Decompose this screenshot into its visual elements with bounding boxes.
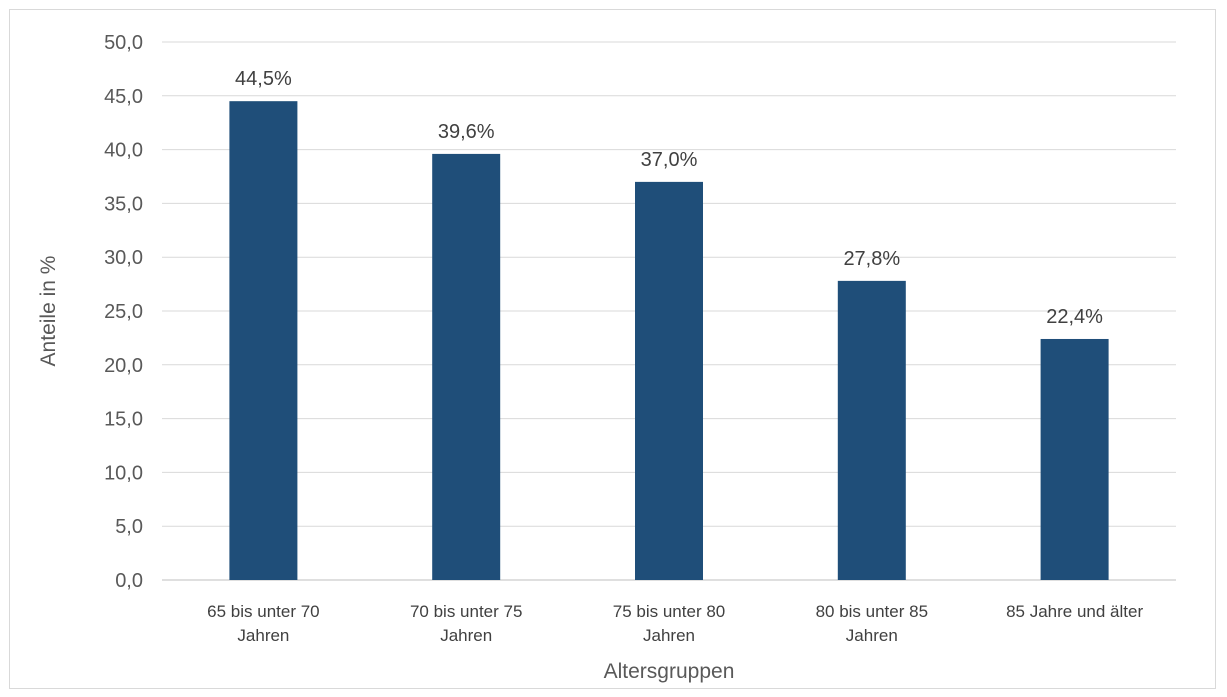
y-tick-label: 35,0 bbox=[104, 193, 143, 215]
data-label: 22,4% bbox=[1046, 306, 1103, 328]
x-tick-label: 80 bis unter 85 bbox=[816, 602, 928, 621]
x-tick-label: Jahren bbox=[237, 626, 289, 645]
x-tick-label: 85 Jahre und älter bbox=[1006, 602, 1143, 621]
y-tick-label: 40,0 bbox=[104, 140, 143, 162]
bar bbox=[432, 153, 501, 581]
y-tick-label: 45,0 bbox=[104, 86, 143, 108]
x-tick-label: Jahren bbox=[846, 626, 898, 645]
bar bbox=[635, 181, 703, 580]
bars bbox=[229, 101, 1109, 581]
y-tick-label: 10,0 bbox=[104, 462, 143, 484]
data-labels: 44,5% 39,6% 37,0% 27,8% 22,4% bbox=[235, 68, 1103, 328]
x-tick-label: 75 bis unter 80 bbox=[613, 602, 725, 621]
x-axis-categories: 65 bis unter 70 Jahren 70 bis unter 75 Jahr… bbox=[207, 602, 1143, 645]
bar bbox=[837, 280, 906, 580]
gridlines bbox=[162, 41, 1176, 581]
y-tick-label: 25,0 bbox=[104, 301, 143, 323]
y-tick-label: 50,0 bbox=[104, 32, 143, 54]
bar bbox=[1040, 338, 1109, 580]
x-tick-label: 70 bis unter 75 bbox=[410, 602, 522, 621]
data-label: 44,5% bbox=[235, 68, 292, 90]
data-label: 39,6% bbox=[438, 121, 495, 143]
y-tick-label: 20,0 bbox=[104, 355, 143, 377]
x-tick-label: Jahren bbox=[643, 626, 695, 645]
y-axis-ticks: 0,0 5,0 10,0 15,0 20,0 25,0 30,0 35,0 40,0 45,0 50… bbox=[104, 32, 143, 592]
y-tick-label: 5,0 bbox=[115, 516, 143, 538]
y-tick-label: 30,0 bbox=[104, 247, 143, 269]
x-tick-label: 65 bis unter 70 bbox=[207, 602, 319, 621]
y-axis-title: Anteile in % bbox=[37, 256, 60, 367]
x-tick-label: Jahren bbox=[440, 626, 492, 645]
bar bbox=[229, 101, 298, 581]
chart-frame bbox=[9, 9, 1216, 689]
y-tick-label: 0,0 bbox=[115, 570, 143, 592]
y-tick-label: 15,0 bbox=[104, 409, 143, 431]
data-label: 37,0% bbox=[641, 149, 698, 171]
data-label: 27,8% bbox=[843, 248, 900, 270]
x-axis-title: Altersgruppen bbox=[604, 660, 735, 683]
